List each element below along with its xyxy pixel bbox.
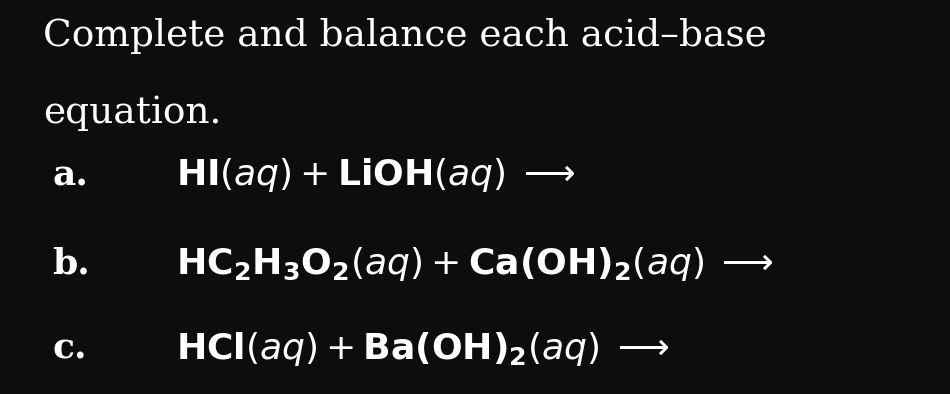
Text: b.: b. — [52, 247, 90, 281]
Text: a.: a. — [52, 158, 88, 192]
Text: c.: c. — [52, 332, 86, 366]
Text: $\mathbf{HC_2H_3O_2}(\mathit{aq}) + \mathbf{Ca(OH)_2}(\mathit{aq}) \;\longrighta: $\mathbf{HC_2H_3O_2}(\mathit{aq}) + \mat… — [176, 245, 773, 283]
Text: $\mathbf{HI}(\mathit{aq}) + \mathbf{LiOH}(\mathit{aq}) \;\longrightarrow$: $\mathbf{HI}(\mathit{aq}) + \mathbf{LiOH… — [176, 156, 576, 194]
Text: $\mathbf{HCl}(\mathit{aq}) + \mathbf{Ba(OH)_2}(\mathit{aq}) \;\longrightarrow$: $\mathbf{HCl}(\mathit{aq}) + \mathbf{Ba(… — [176, 330, 670, 368]
Text: Complete and balance each acid–base: Complete and balance each acid–base — [43, 18, 767, 54]
Text: equation.: equation. — [43, 95, 221, 130]
